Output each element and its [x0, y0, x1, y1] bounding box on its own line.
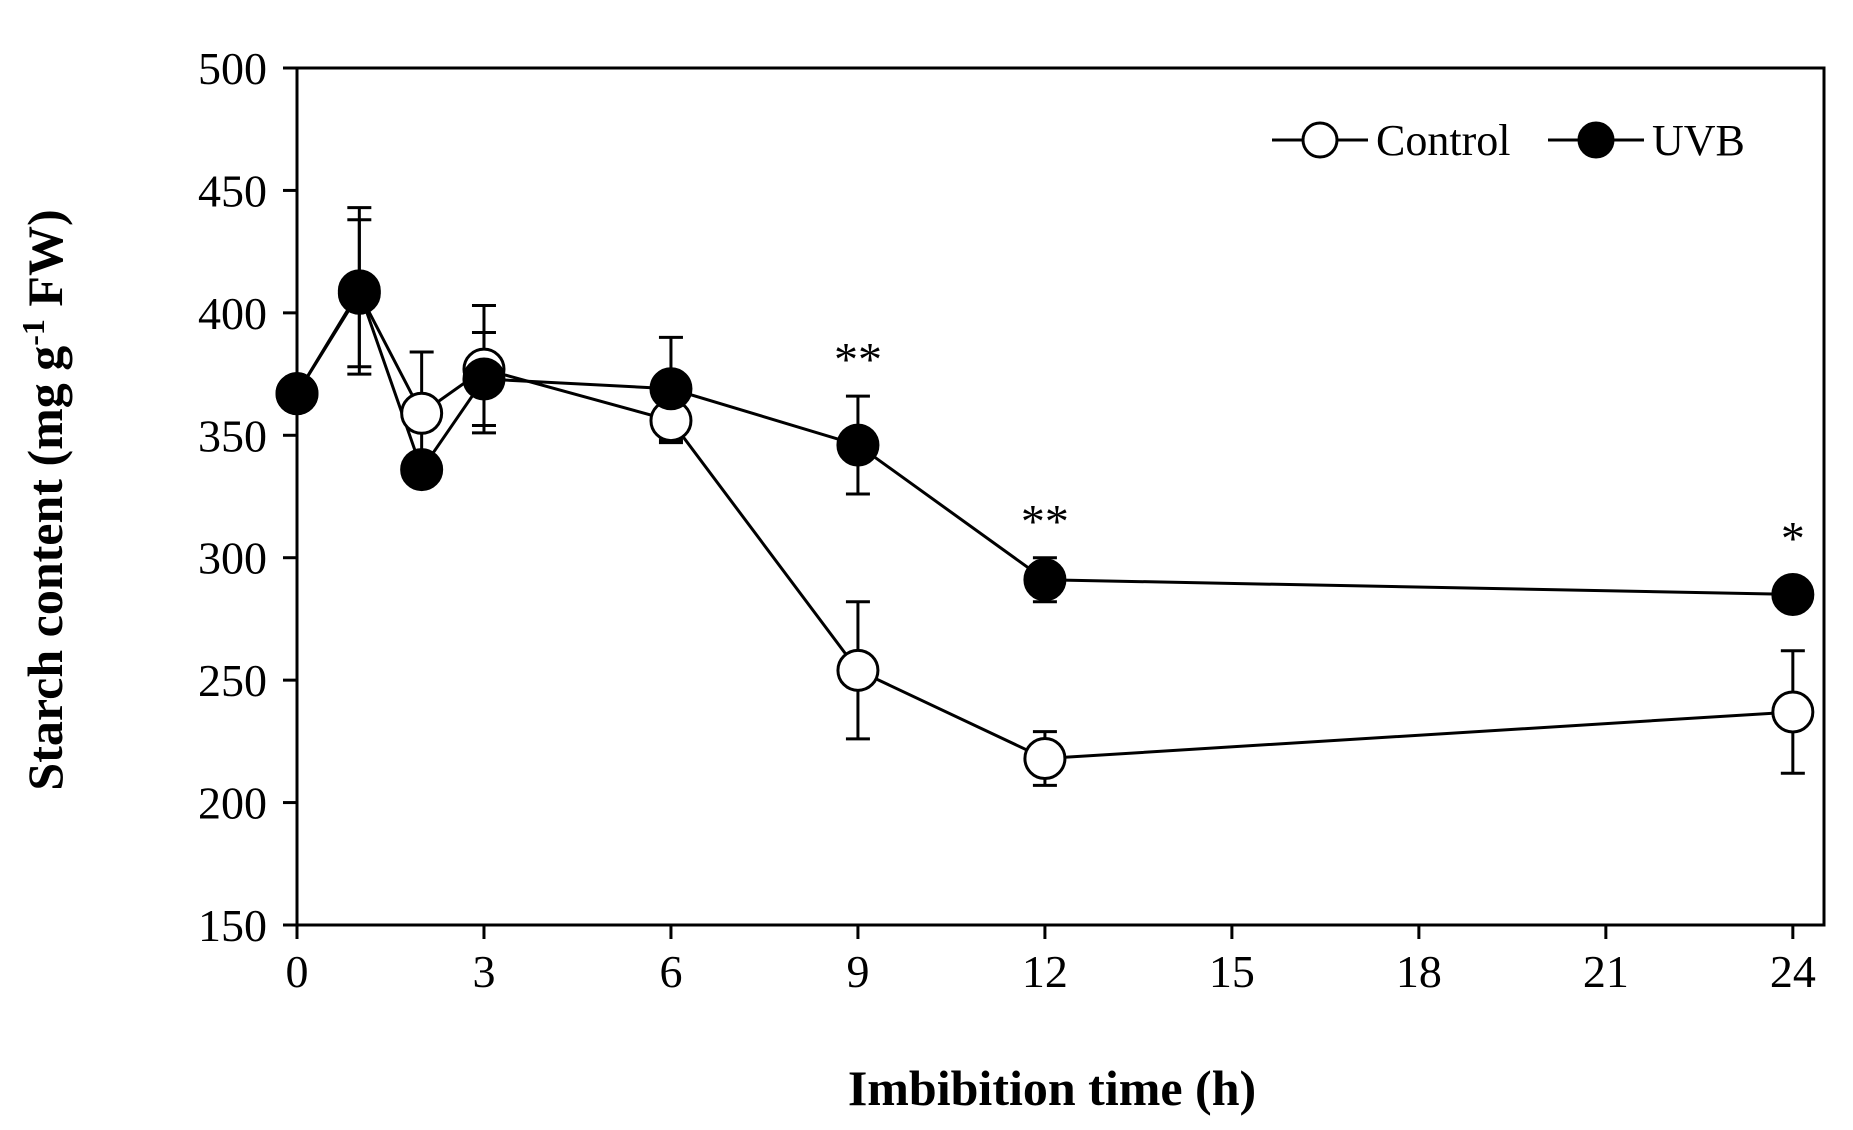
y-tick-label: 450	[198, 165, 267, 216]
x-tick-label: 18	[1396, 946, 1442, 997]
x-tick-label: 24	[1770, 946, 1816, 997]
control-point	[1771, 690, 1815, 734]
significance-marker: *	[1781, 512, 1805, 565]
uvb-point	[275, 372, 319, 416]
y-tick-label: 400	[198, 288, 267, 339]
legend-item-control: Control	[1272, 116, 1510, 165]
y-tick-label: 300	[198, 533, 267, 584]
x-tick-label: 9	[846, 946, 869, 997]
y-tick-label: 350	[198, 410, 267, 461]
x-tick-label: 21	[1583, 946, 1629, 997]
control-point	[400, 391, 444, 435]
y-tick-label: 200	[198, 778, 267, 829]
y-axis-label-tail: FW)	[17, 209, 73, 319]
x-tick-label: 6	[659, 946, 682, 997]
legend-marker-uvb	[1577, 121, 1615, 159]
uvb-line	[295, 287, 1793, 596]
y-tick-label: 250	[198, 655, 267, 706]
uvb-point	[1023, 558, 1067, 602]
x-tick-label: 0	[286, 946, 309, 997]
control-point	[1023, 736, 1067, 780]
x-tick-label: 15	[1209, 946, 1255, 997]
uvb-point	[649, 367, 693, 411]
uvb-point	[462, 357, 506, 401]
plot-frame	[295, 66, 1826, 927]
x-tick-label: 12	[1022, 946, 1068, 997]
y-axis-label-superscript: -1	[15, 319, 51, 346]
y-axis-label: Starch content (mg g-1 FW)	[15, 209, 73, 790]
control-line	[295, 290, 1793, 761]
x-axis-label: Imbibition time (h)	[848, 1060, 1256, 1116]
uvb-point	[1771, 572, 1815, 616]
legend-label-uvb: UVB	[1652, 116, 1745, 165]
y-tick-label: 150	[198, 900, 267, 951]
significance-marker: **	[834, 334, 882, 387]
y-axis-label-main: Starch content (mg g	[17, 346, 73, 791]
legend-marker-control	[1301, 121, 1339, 159]
significance-marker: **	[1021, 495, 1069, 548]
uvb-point	[836, 423, 880, 467]
uvb-point	[337, 269, 381, 313]
legend-label-control: Control	[1376, 116, 1510, 165]
control-point	[836, 648, 880, 692]
x-tick-label: 3	[472, 946, 495, 997]
legend-item-uvb: UVB	[1548, 116, 1745, 165]
uvb-point	[400, 448, 444, 492]
y-tick-label: 500	[198, 43, 267, 94]
